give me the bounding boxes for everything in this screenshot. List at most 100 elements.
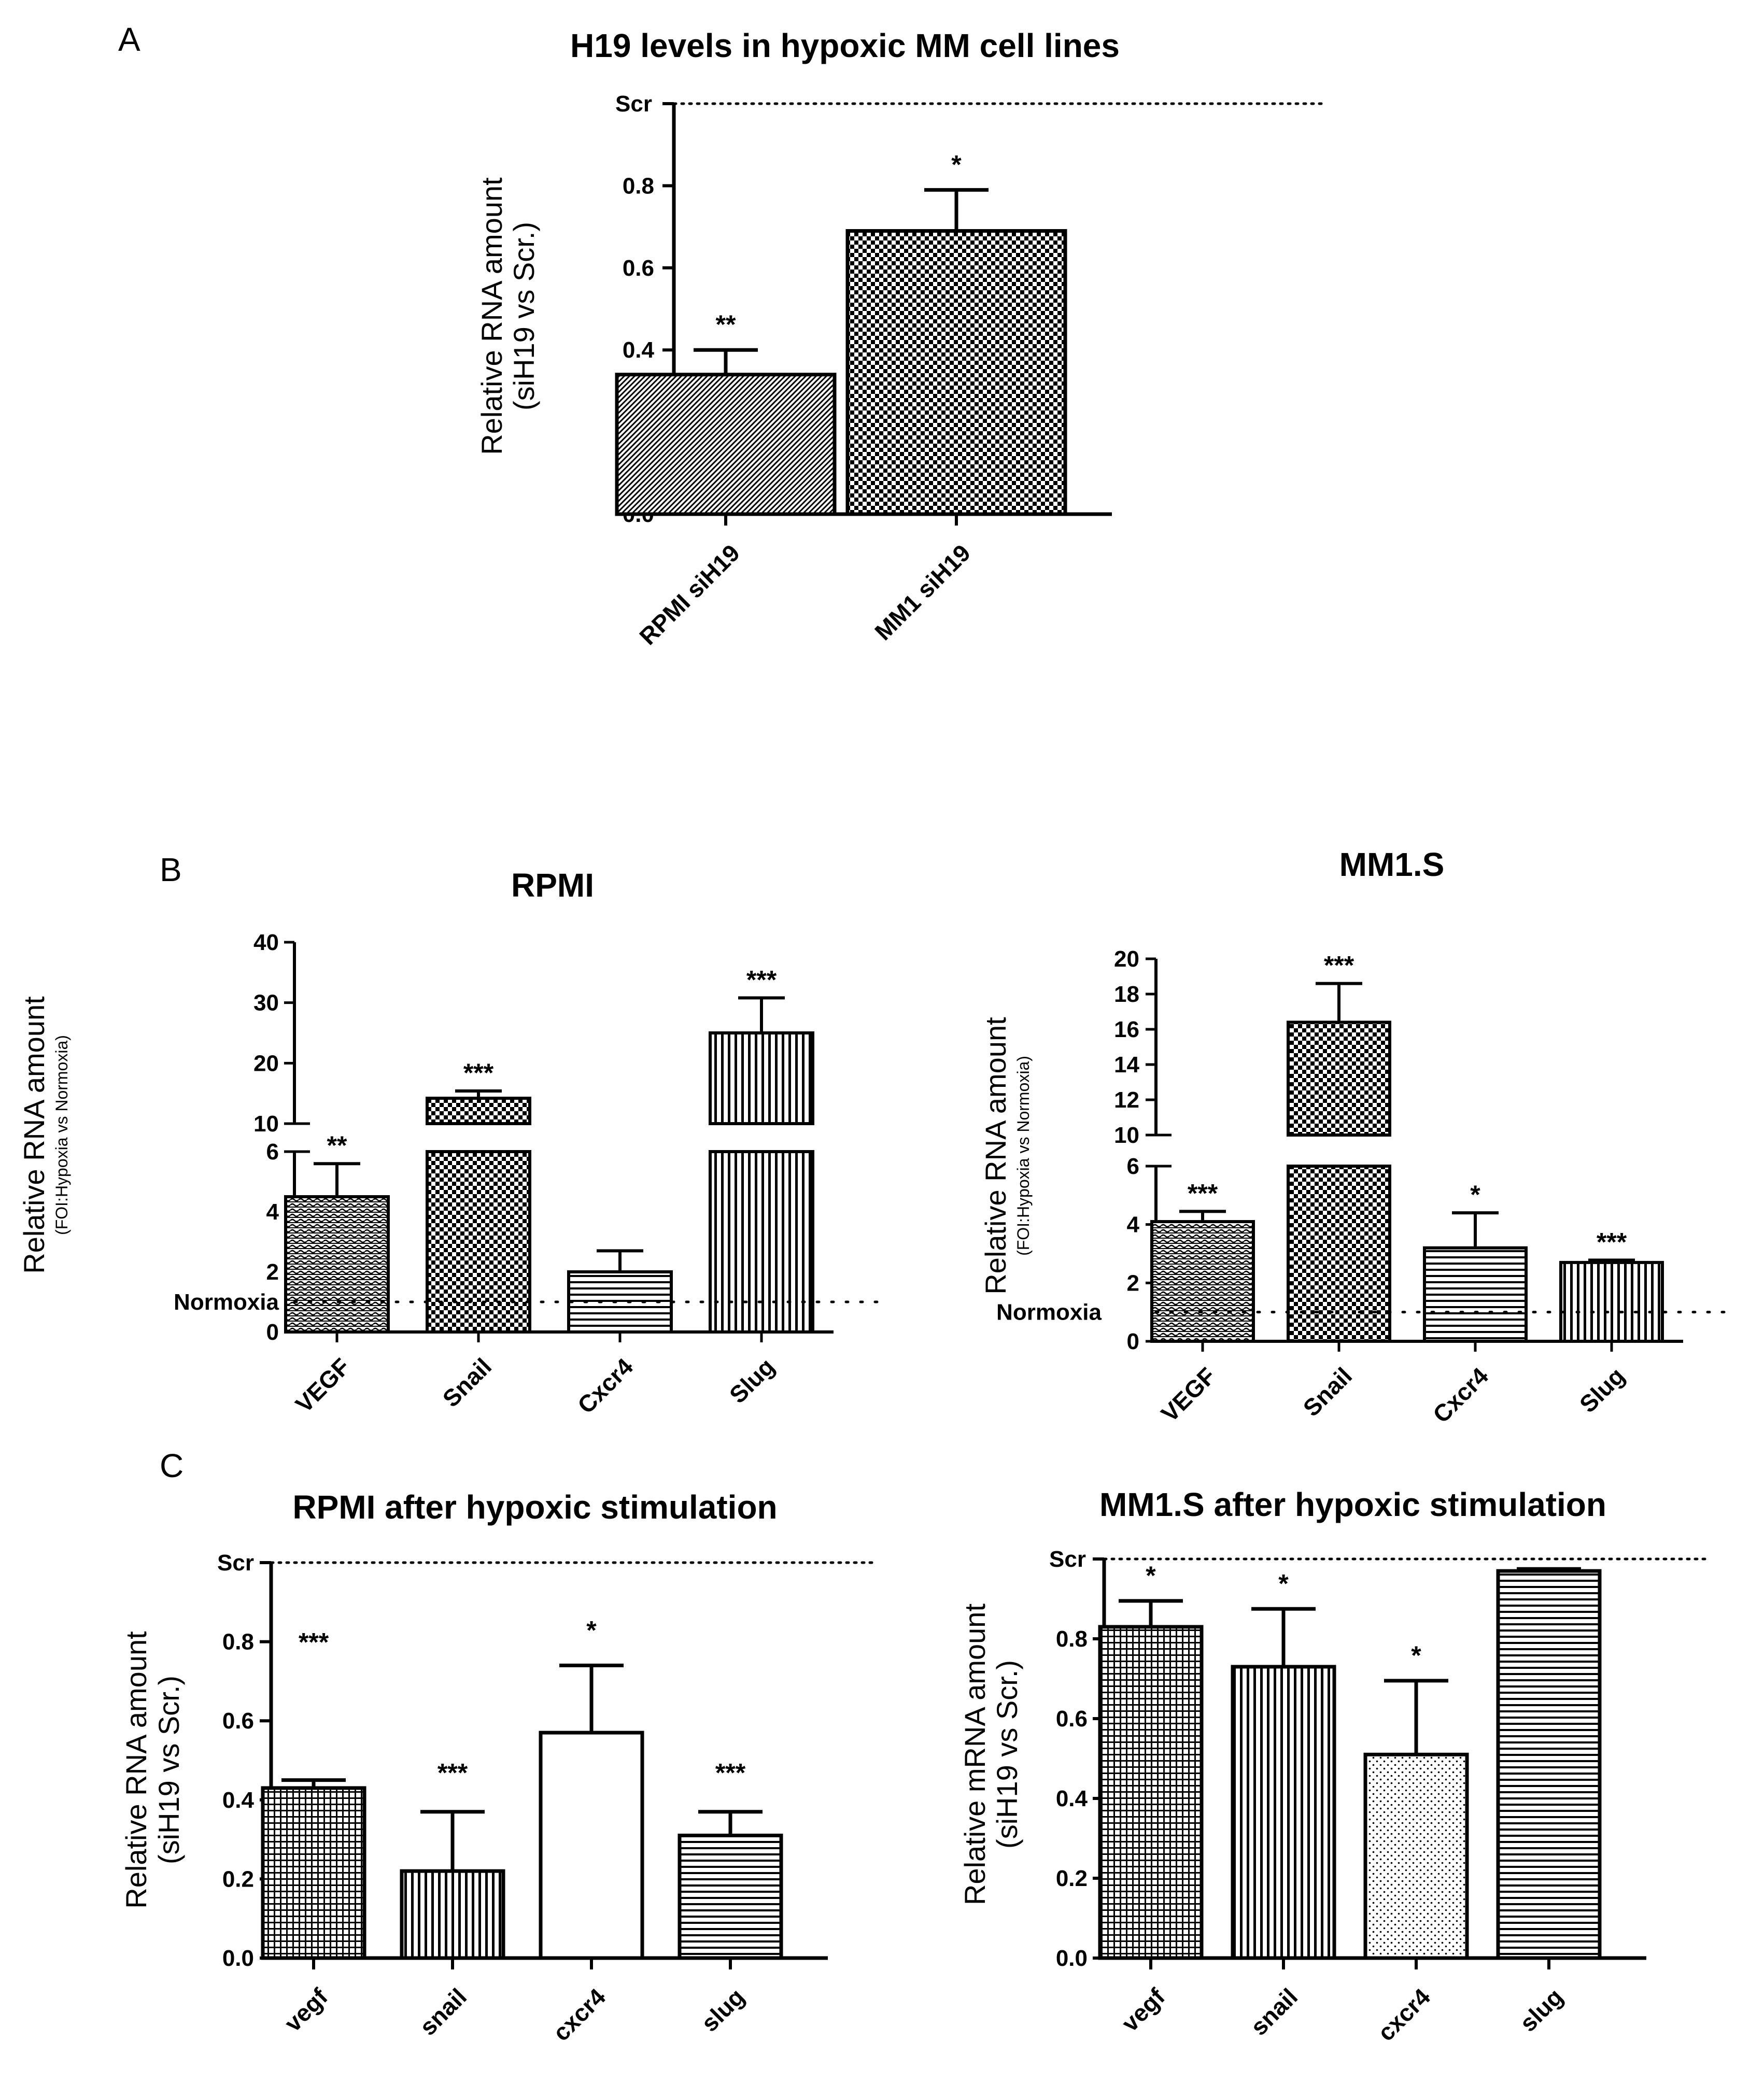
significance-label: *** [1597, 1227, 1627, 1256]
significance-label: ** [327, 1131, 347, 1160]
y-axis-title: Relative RNA amount [979, 1017, 1012, 1295]
x-tick-label: slug [1514, 1983, 1568, 2037]
chart-panel-c-mm1s: MM1.S after hypoxic stimulation Relative… [958, 1486, 1712, 2046]
y-tick-label: 0.4 [623, 337, 655, 363]
y-tick-label: 4 [1127, 1212, 1140, 1238]
x-tick-label: Slug [1574, 1362, 1630, 1417]
y-tick-label: 16 [1114, 1017, 1139, 1042]
y-tick-label: 6 [1127, 1154, 1139, 1179]
significance-label: * [1411, 1641, 1421, 1670]
x-tick-label: slug [696, 1983, 750, 2037]
y-axis-subtitle: (FOI:Hypoxia vs Normoxia) [1014, 1056, 1033, 1256]
panel-label-b: B [160, 851, 182, 888]
y-tick-label: 0.6 [222, 1708, 254, 1734]
chart-panel-c-rpmi: RPMI after hypoxic stimulation Relative … [120, 1488, 878, 2046]
y-axis-subtitle: (FOI:Hypoxia vs Normoxia) [52, 1035, 71, 1235]
x-tick-label: vegf [1116, 1983, 1170, 2037]
x-tick-label: snail [414, 1983, 472, 2040]
y-tick-label: 20 [253, 1051, 279, 1076]
bar-slug [678, 1833, 783, 1960]
bar-snail-lower [1287, 1165, 1391, 1343]
significance-label: *** [715, 1758, 746, 1787]
y-tick-label: 30 [253, 990, 279, 1016]
y-tick-label: 10 [1114, 1123, 1139, 1148]
x-tick-label: Cxcr4 [572, 1353, 638, 1419]
y-tick-label: 0.8 [623, 173, 654, 199]
y-tick-label: 12 [1114, 1087, 1139, 1113]
y-tick-label: 40 [253, 930, 279, 955]
x-tick-label: snail [1245, 1983, 1303, 2040]
significance-label: ** [716, 310, 736, 339]
bar-cxcr4 [1423, 1246, 1528, 1343]
x-tick-label: cxcr4 [1372, 1983, 1435, 2046]
y-tick-label: 0 [1127, 1329, 1139, 1354]
x-tick-label: VEGF [290, 1353, 355, 1417]
chart-panel-b-mm1s: MM1.S Relative RNA amount (FOI:Hypoxia v… [979, 846, 1733, 1428]
y-axis-subtitle: (siH19 vs Scr.) [991, 1660, 1023, 1849]
y-tick-label: 20 [1114, 946, 1139, 972]
y-tick-label: 6 [266, 1139, 279, 1165]
y-axis-title: Relative RNA amount [18, 996, 50, 1274]
x-tick-label: Cxcr4 [1428, 1362, 1493, 1428]
significance-label: *** [746, 965, 777, 994]
bar-snail [1231, 1665, 1336, 1960]
reference-label: Scr [217, 1550, 254, 1576]
x-tick-label: MM1 siH19 [869, 539, 976, 645]
bar-cxcr4 [567, 1270, 673, 1334]
y-tick-label: 2 [266, 1259, 279, 1285]
bar-cxcr4 [1363, 1752, 1469, 1960]
significance-label: *** [463, 1058, 494, 1087]
y-tick-label: 18 [1114, 982, 1139, 1007]
significance-label: *** [438, 1758, 468, 1787]
y-tick-label: 0.4 [222, 1788, 255, 1813]
bar-vegf [261, 1786, 366, 1960]
y-tick-label: 0.6 [623, 256, 654, 281]
significance-label: * [1146, 1561, 1156, 1590]
reference-label: Normoxia [996, 1300, 1102, 1325]
x-tick-label: Snail [1298, 1362, 1358, 1422]
significance-label: *** [299, 1628, 329, 1657]
y-tick-label: 0.8 [1056, 1626, 1088, 1652]
y-tick-label: 0.2 [1056, 1866, 1088, 1891]
significance-label: *** [1324, 951, 1354, 980]
bar-snail-upper [1287, 1020, 1391, 1137]
bar-snail-lower [426, 1150, 531, 1334]
bar-slug [1496, 1569, 1602, 1960]
x-tick-label: VEGF [1156, 1362, 1221, 1427]
panel-label-c: C [160, 1447, 184, 1484]
reference-label: Scr [1049, 1547, 1086, 1572]
bar-cxcr4 [539, 1731, 644, 1960]
significance-label: * [951, 150, 962, 179]
y-axis-title: Relative RNA amount [120, 1631, 152, 1909]
bar-mm1-sih19 [845, 229, 1067, 516]
significance-label: *** [1188, 1179, 1218, 1208]
bar-slug [1559, 1260, 1664, 1343]
y-tick-label: 0.8 [222, 1629, 254, 1655]
y-axis-subtitle: (siH19 vs Scr.) [152, 1676, 185, 1864]
y-tick-label: 0.0 [1056, 1946, 1088, 1971]
chart-title: RPMI [511, 867, 594, 904]
bar-vegf [284, 1195, 390, 1334]
y-tick-label: 0.0 [222, 1946, 254, 1971]
y-tick-label: 10 [253, 1111, 279, 1137]
bar-slug-upper [709, 1031, 814, 1125]
x-tick-label: cxcr4 [547, 1983, 611, 2046]
significance-label: * [586, 1616, 597, 1645]
bar-vegf [1098, 1625, 1204, 1960]
chart-title: RPMI after hypoxic stimulation [292, 1488, 777, 1526]
y-tick-label: 0.2 [222, 1866, 254, 1892]
bar-rpmi-sih19 [615, 373, 837, 516]
bar-slug-lower [709, 1150, 814, 1334]
chart-panel-a: H19 levels in hypoxic MM cell lines Rela… [475, 27, 1329, 650]
y-tick-label: 0.4 [1056, 1786, 1088, 1811]
chart-title: MM1.S after hypoxic stimulation [1099, 1486, 1606, 1523]
chart-title: MM1.S [1339, 846, 1445, 883]
y-tick-label: 4 [266, 1199, 279, 1225]
bar-vegf [1150, 1220, 1255, 1343]
y-axis-title: Relative RNA amount [475, 177, 508, 455]
x-tick-label: Snail [438, 1353, 497, 1412]
y-tick-label: 14 [1114, 1052, 1139, 1078]
y-axis-title: Relative mRNA amount [958, 1604, 991, 1905]
y-tick-label: 0 [266, 1320, 279, 1345]
